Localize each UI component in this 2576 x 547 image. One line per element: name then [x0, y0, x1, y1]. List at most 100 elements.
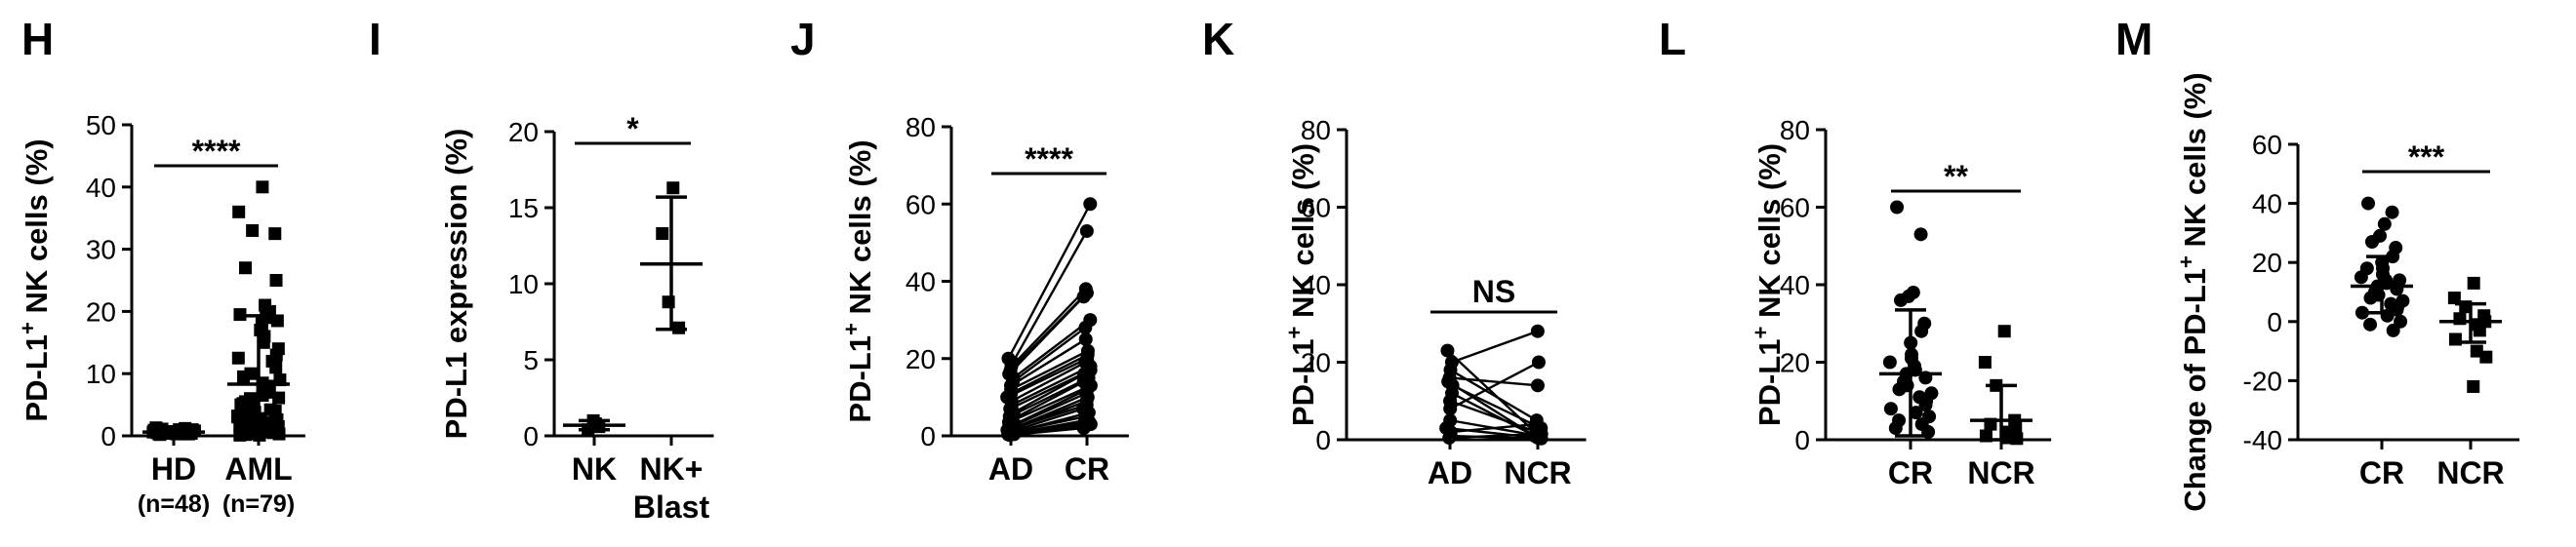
category-label: CR	[2359, 455, 2404, 490]
data-point-square	[272, 391, 286, 405]
y-axis-label: PD-L1 expression (%)	[439, 129, 473, 440]
y-tick-label: 0	[101, 421, 116, 451]
data-point-square	[2447, 292, 2461, 305]
data-point-square	[263, 403, 277, 416]
data-point-circle	[1530, 378, 1545, 393]
data-point-square	[656, 227, 669, 241]
data-point-circle	[1443, 402, 1458, 416]
data-point-circle	[2377, 216, 2392, 231]
y-tick-label: -20	[2243, 366, 2282, 396]
data-point-circle	[1076, 421, 1091, 436]
category-label: NK	[572, 451, 617, 487]
data-point-square	[270, 314, 284, 328]
paired-line	[1449, 432, 1542, 440]
data-point-square	[666, 181, 680, 195]
category-label: AML	[224, 451, 292, 487]
significance-label: ****	[1025, 141, 1073, 176]
paired-line	[1451, 330, 1539, 364]
data-point-circle	[1534, 427, 1549, 442]
data-point-square	[1997, 325, 2011, 338]
y-tick-label: 40	[1780, 270, 1810, 300]
significance-label: NS	[1472, 274, 1515, 309]
data-point-circle	[1002, 428, 1017, 443]
paired-line	[1009, 376, 1090, 418]
y-tick-label: 40	[2252, 189, 2282, 219]
y-axis-label: Change of PD-L1+ NK cells (%)	[2174, 72, 2212, 511]
data-point-square	[2467, 276, 2480, 290]
panel-J: J 0 20 40 60 80 AD CR PD-L1+ NK cells (%) ****	[790, 14, 1129, 487]
category-label: AD	[988, 451, 1033, 487]
y-tick-label: 20	[906, 344, 936, 374]
category-label: AD	[1428, 455, 1472, 490]
y-tick-label: 60	[1301, 193, 1331, 223]
data-point-circle	[2363, 317, 2378, 332]
y-tick-label: 5	[523, 345, 539, 375]
data-point-square	[236, 409, 250, 422]
data-point-circle	[2385, 205, 2399, 219]
data-point-circle	[1440, 343, 1455, 358]
panel-letter: K	[1202, 14, 1234, 64]
y-tick-label: 80	[1301, 115, 1331, 145]
data-point-circle	[1079, 223, 1094, 238]
data-point-circle	[1888, 421, 1903, 436]
panel-L: L 0 20 40 60 80 CR NCR PD-L1+ NK cells (%) **	[1659, 14, 2052, 490]
data-point-square	[2467, 379, 2480, 393]
y-tick-label: 40	[86, 173, 116, 203]
paired-line	[1446, 426, 1539, 440]
paired-line	[1446, 349, 1543, 439]
y-tick-label: 80	[906, 112, 936, 142]
paired-line	[1449, 400, 1538, 434]
panel-letter: L	[1659, 14, 1686, 64]
panel-letter: M	[2115, 14, 2153, 64]
y-tick-label: 20	[86, 296, 116, 327]
data-point-square	[2479, 350, 2493, 364]
paired-line	[1009, 426, 1084, 437]
y-tick-label: 30	[86, 235, 116, 265]
significance-label: ****	[192, 134, 241, 169]
category-label: NK+	[640, 451, 704, 487]
paired-line	[1010, 288, 1087, 368]
data-point-circle	[1890, 200, 1905, 215]
y-axis-label: PD-L1+ NK cells (%)	[1749, 143, 1787, 426]
y-tick-label: 20	[2252, 248, 2282, 278]
panel-I: I 0 5 10 15 20 NK NK+Blast PD-L1 expression (%) *	[369, 14, 714, 525]
y-tick-label: 0	[523, 421, 539, 451]
data-point-circle	[1078, 321, 1093, 335]
data-point-square	[269, 361, 283, 374]
significance-label: ***	[2408, 139, 2445, 175]
category-label: NCR	[1504, 455, 1571, 490]
y-tick-label: 0	[1315, 425, 1331, 455]
y-tick-label: 60	[2252, 130, 2282, 160]
data-point-circle	[1076, 290, 1091, 304]
data-point-circle	[1883, 402, 1898, 416]
data-point-square	[269, 274, 283, 287]
y-tick-label: 60	[906, 189, 936, 219]
data-point-circle	[1892, 382, 1907, 397]
panel-letter: H	[21, 14, 54, 64]
paired-line	[1011, 365, 1092, 407]
paired-line	[1011, 361, 1086, 403]
paired-line	[1010, 349, 1089, 391]
category-sublabel: (n=79)	[222, 490, 295, 518]
data-point-circle	[1078, 332, 1093, 346]
data-point-square	[268, 227, 282, 241]
paired-line	[1008, 384, 1092, 424]
y-tick-label: 15	[508, 193, 539, 223]
data-point-circle	[1442, 431, 1457, 446]
paired-line	[1008, 415, 1086, 435]
data-point-square	[232, 205, 246, 218]
data-point-square	[233, 308, 247, 322]
category-label: CR	[1065, 451, 1109, 487]
y-tick-label: 50	[86, 110, 116, 140]
data-point-square	[231, 351, 245, 365]
paired-line	[1450, 422, 1537, 434]
category-sublabel: Blast	[633, 489, 710, 525]
y-axis-label: PD-L1+ NK cells (%)	[16, 138, 54, 421]
data-point-circle	[1530, 324, 1545, 338]
data-point-circle	[1531, 355, 1546, 370]
y-tick-label: 10	[508, 269, 539, 299]
data-point-square	[239, 261, 253, 275]
panel-K: K 0 20 40 60 80 AD NCR PD-L1+ NK cells (%) NS	[1202, 14, 1587, 490]
data-point-circle	[2359, 261, 2374, 276]
